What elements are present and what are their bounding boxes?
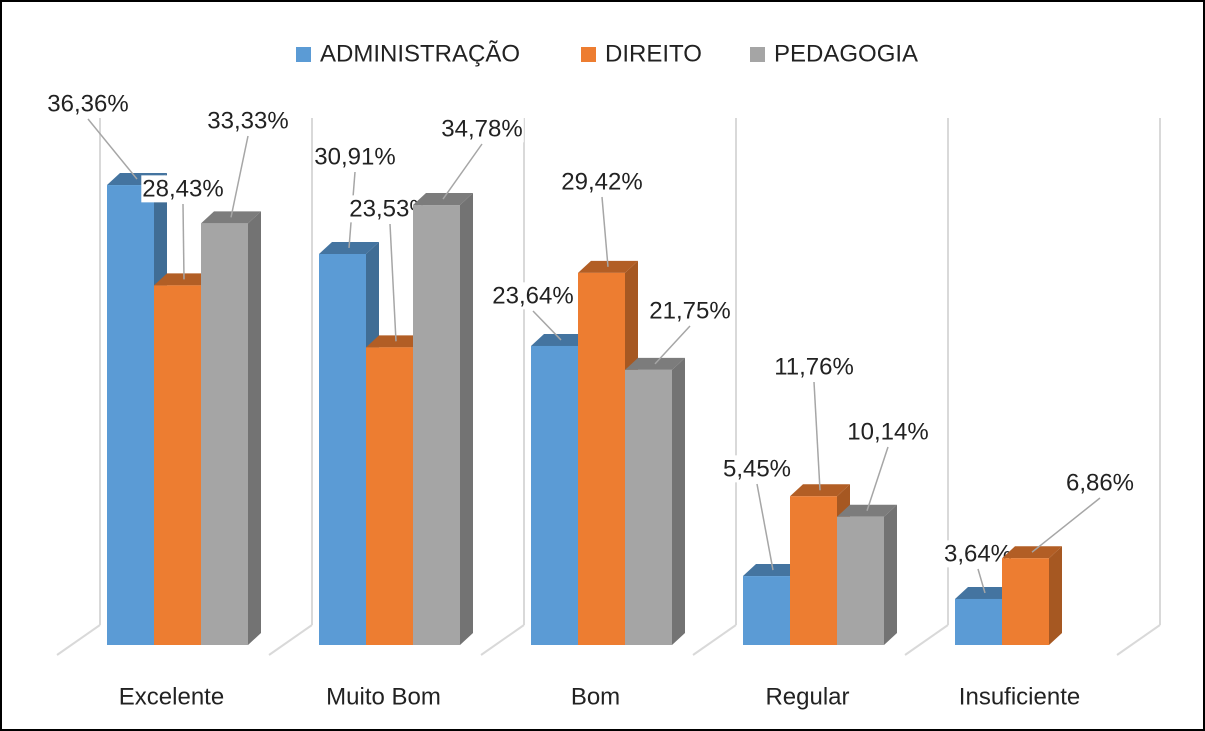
bar — [837, 504, 897, 645]
floor-line — [268, 624, 313, 656]
legend-swatch — [750, 47, 765, 62]
data-label: 28,43% — [142, 175, 223, 202]
data-label: 34,78% — [441, 115, 522, 142]
legend-swatch — [296, 47, 311, 62]
bar-side — [460, 193, 473, 645]
leader-line — [442, 143, 483, 200]
bar-front — [837, 516, 884, 645]
bar-front — [413, 205, 460, 645]
leader-line — [182, 203, 185, 280]
x-tick-label: Insuficiente — [959, 683, 1080, 710]
data-label-bg — [440, 115, 524, 143]
legend-label: ADMINISTRAÇÃO — [320, 40, 520, 67]
leader-line — [1031, 497, 1101, 553]
bar-front — [578, 272, 625, 645]
bar-front — [366, 347, 413, 645]
bar-side — [248, 211, 261, 646]
data-label: 36,36% — [47, 90, 128, 117]
data-label: 10,14% — [847, 418, 928, 445]
x-tick-label: Excelente — [119, 683, 224, 710]
bar-front — [1002, 558, 1049, 645]
x-tick-label: Bom — [571, 683, 620, 710]
legend-label: DIREITO — [605, 40, 702, 67]
data-label-bg — [648, 297, 732, 325]
bar — [1002, 546, 1062, 645]
bar — [201, 211, 261, 646]
data-label-bg — [942, 540, 1014, 568]
leader-line — [601, 196, 609, 267]
data-label: 21,75% — [649, 297, 730, 324]
bar-front — [531, 345, 578, 645]
bar-front — [743, 576, 790, 645]
bar-front — [625, 369, 672, 645]
data-label: 30,91% — [314, 143, 395, 170]
data-label: 6,86% — [1066, 469, 1134, 496]
bar-front — [319, 253, 366, 645]
leader-line — [389, 223, 397, 342]
floor-line — [56, 624, 101, 656]
data-label: 33,33% — [207, 107, 288, 134]
floor-line — [904, 624, 949, 656]
bar — [413, 193, 473, 645]
data-label-bg — [491, 282, 575, 310]
floor-line — [1116, 624, 1161, 656]
leader-line — [87, 118, 138, 180]
data-label-bg — [846, 418, 930, 446]
data-label-bg — [46, 90, 130, 118]
data-label: 5,45% — [723, 455, 791, 482]
data-label: 29,42% — [561, 168, 642, 195]
x-tick-label: Regular — [765, 683, 849, 710]
data-label-bg — [1064, 469, 1136, 497]
data-label: 3,64% — [944, 540, 1012, 567]
bar — [625, 357, 685, 645]
bar-side — [1049, 546, 1062, 645]
data-label: 23,64% — [492, 282, 573, 309]
bar-side — [672, 357, 685, 645]
leader-line — [532, 310, 562, 341]
data-label-bg — [313, 143, 397, 171]
legend-label: PEDAGOGIA — [774, 40, 918, 67]
leader-line — [866, 446, 889, 511]
floor-line — [692, 624, 737, 656]
bar-front — [201, 223, 248, 646]
bar-side — [884, 504, 897, 645]
legend-swatch — [581, 47, 596, 62]
leader-line — [813, 381, 821, 491]
leader-line — [756, 483, 774, 571]
data-label: 11,76% — [774, 353, 854, 380]
leader-line — [654, 325, 691, 365]
data-label-bg — [206, 107, 290, 135]
leader-line — [977, 568, 986, 594]
floor-line — [480, 624, 525, 656]
bar-front — [154, 285, 201, 645]
bar-front — [955, 598, 1002, 645]
data-label-bg — [721, 455, 793, 483]
data-label-bg — [141, 175, 225, 203]
leader-line — [230, 135, 249, 218]
data-label-bg — [773, 353, 855, 381]
x-tick-label: Muito Bom — [326, 683, 441, 710]
bar-front — [790, 496, 837, 645]
bar-front — [107, 185, 154, 645]
data-label-bg — [560, 168, 644, 196]
